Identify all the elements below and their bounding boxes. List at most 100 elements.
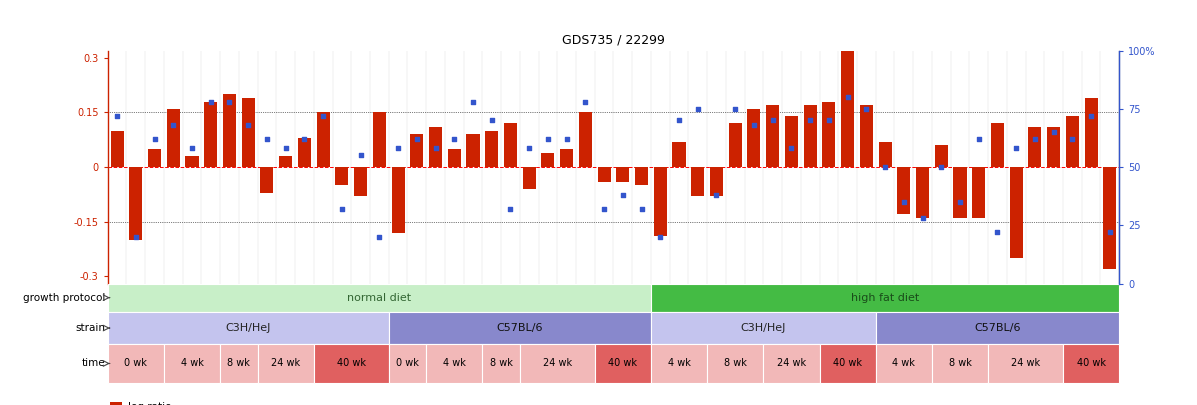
Bar: [597, 167, 610, 181]
Bar: [747, 109, 760, 167]
Point: [1063, 136, 1082, 143]
Point: [1044, 129, 1063, 135]
Point: [576, 98, 595, 105]
Point: [164, 122, 183, 128]
Bar: [148, 149, 162, 167]
Text: 4 wk: 4 wk: [443, 358, 466, 369]
Bar: [541, 153, 554, 167]
Text: 8 wk: 8 wk: [227, 358, 250, 369]
Bar: [523, 167, 536, 189]
Bar: [426, 344, 482, 383]
Point: [745, 122, 764, 128]
Point: [126, 234, 145, 240]
Point: [389, 145, 408, 152]
Point: [875, 164, 894, 170]
Bar: [314, 344, 389, 383]
Text: 0 wk: 0 wk: [124, 358, 147, 369]
Bar: [654, 167, 667, 236]
Point: [595, 206, 614, 212]
Point: [482, 117, 502, 124]
Point: [688, 106, 707, 112]
Point: [988, 229, 1007, 235]
Point: [725, 106, 745, 112]
Text: high fat diet: high fat diet: [851, 293, 919, 303]
Bar: [710, 167, 723, 196]
Bar: [1009, 167, 1022, 258]
Text: growth protocol: growth protocol: [23, 293, 105, 303]
Point: [257, 136, 277, 143]
Point: [351, 152, 370, 159]
Point: [145, 136, 164, 143]
Bar: [279, 156, 292, 167]
Text: 40 wk: 40 wk: [1076, 358, 1106, 369]
Bar: [429, 127, 442, 167]
Point: [613, 192, 632, 198]
Point: [238, 122, 257, 128]
Bar: [335, 167, 348, 185]
Bar: [859, 105, 873, 167]
Text: 8 wk: 8 wk: [724, 358, 747, 369]
Bar: [257, 344, 314, 383]
Bar: [616, 167, 630, 181]
Bar: [482, 344, 519, 383]
Bar: [186, 156, 199, 167]
Text: C3H/HeJ: C3H/HeJ: [741, 323, 786, 333]
Bar: [560, 149, 573, 167]
Bar: [707, 344, 764, 383]
Point: [707, 192, 727, 198]
Bar: [1028, 127, 1041, 167]
Bar: [261, 167, 273, 192]
Bar: [803, 105, 816, 167]
Point: [426, 145, 445, 152]
Bar: [389, 344, 426, 383]
Bar: [673, 142, 686, 167]
Bar: [220, 344, 257, 383]
Bar: [129, 167, 142, 240]
Point: [519, 145, 539, 152]
Bar: [110, 131, 123, 167]
Point: [782, 145, 801, 152]
Point: [819, 117, 838, 124]
Text: 4 wk: 4 wk: [181, 358, 203, 369]
Bar: [1104, 167, 1117, 269]
Bar: [411, 134, 424, 167]
Text: 8 wk: 8 wk: [948, 358, 972, 369]
Point: [108, 113, 127, 119]
Point: [764, 117, 783, 124]
Point: [182, 145, 201, 152]
Bar: [164, 344, 220, 383]
Point: [277, 145, 296, 152]
Point: [801, 117, 820, 124]
Point: [539, 136, 558, 143]
Bar: [205, 102, 218, 167]
Bar: [391, 167, 405, 232]
Point: [500, 206, 519, 212]
Point: [970, 136, 989, 143]
Point: [444, 136, 463, 143]
Bar: [876, 344, 932, 383]
Bar: [879, 142, 892, 167]
Point: [201, 98, 220, 105]
Bar: [354, 167, 367, 196]
Bar: [898, 167, 911, 214]
Point: [220, 98, 239, 105]
Point: [632, 206, 651, 212]
Point: [857, 106, 876, 112]
Text: 8 wk: 8 wk: [490, 358, 512, 369]
Bar: [651, 344, 707, 383]
Point: [950, 199, 970, 205]
Text: GDS735 / 22299: GDS735 / 22299: [563, 34, 664, 47]
Point: [931, 164, 950, 170]
Point: [1100, 229, 1119, 235]
Point: [838, 94, 857, 100]
Bar: [108, 344, 164, 383]
Bar: [223, 94, 236, 167]
Text: 24 wk: 24 wk: [542, 358, 572, 369]
Bar: [467, 134, 480, 167]
Bar: [876, 312, 1119, 344]
Bar: [108, 284, 651, 312]
Point: [370, 234, 389, 240]
Bar: [691, 167, 704, 196]
Text: 40 wk: 40 wk: [336, 358, 366, 369]
Text: C3H/HeJ: C3H/HeJ: [225, 323, 271, 333]
